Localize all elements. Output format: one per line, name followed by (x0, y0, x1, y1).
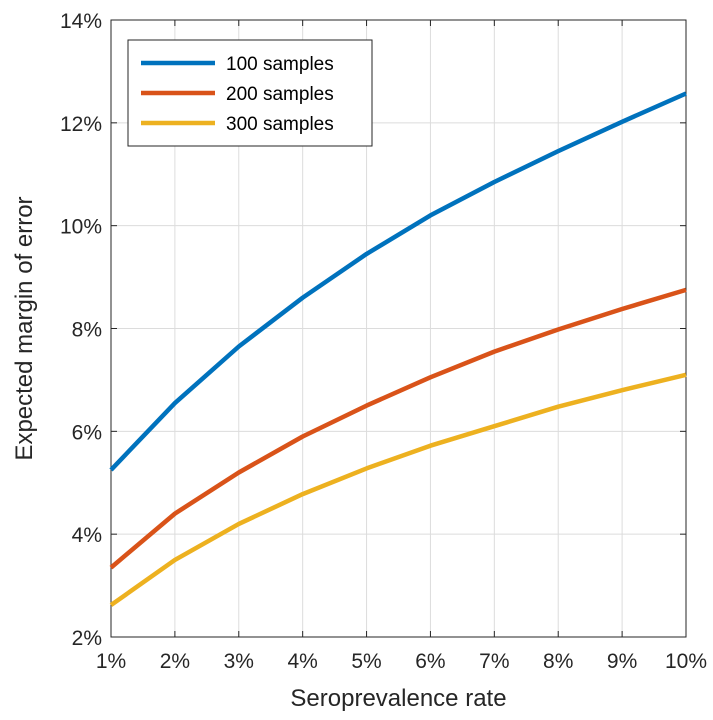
y-tick-label: 8% (72, 319, 102, 342)
x-tick-label: 1% (96, 650, 126, 673)
x-tick-label: 10% (665, 650, 707, 673)
x-tick-label: 5% (351, 650, 381, 673)
x-tick-label: 2% (160, 650, 190, 673)
y-tick-label: 12% (60, 113, 102, 136)
y-tick-label: 10% (60, 216, 102, 239)
y-tick-label: 2% (72, 627, 102, 650)
legend: 100 samples 200 samples 300 samples (128, 40, 372, 146)
x-tick-label: 7% (479, 650, 509, 673)
legend-label: 100 samples (226, 54, 334, 75)
y-tick-label: 6% (72, 421, 102, 444)
legend-label: 200 samples (226, 84, 334, 105)
x-tick-label: 8% (543, 650, 573, 673)
x-tick-label: 3% (224, 650, 254, 673)
x-axis-title: Seroprevalence rate (290, 685, 506, 712)
y-axis-title: Expected margin of error (11, 196, 38, 460)
x-tick-label: 4% (287, 650, 317, 673)
x-tick-label: 6% (415, 650, 445, 673)
y-tick-label: 14% (60, 10, 102, 33)
legend-label: 300 samples (226, 114, 334, 135)
x-tick-label: 9% (607, 650, 637, 673)
y-tick-label: 4% (72, 524, 102, 547)
